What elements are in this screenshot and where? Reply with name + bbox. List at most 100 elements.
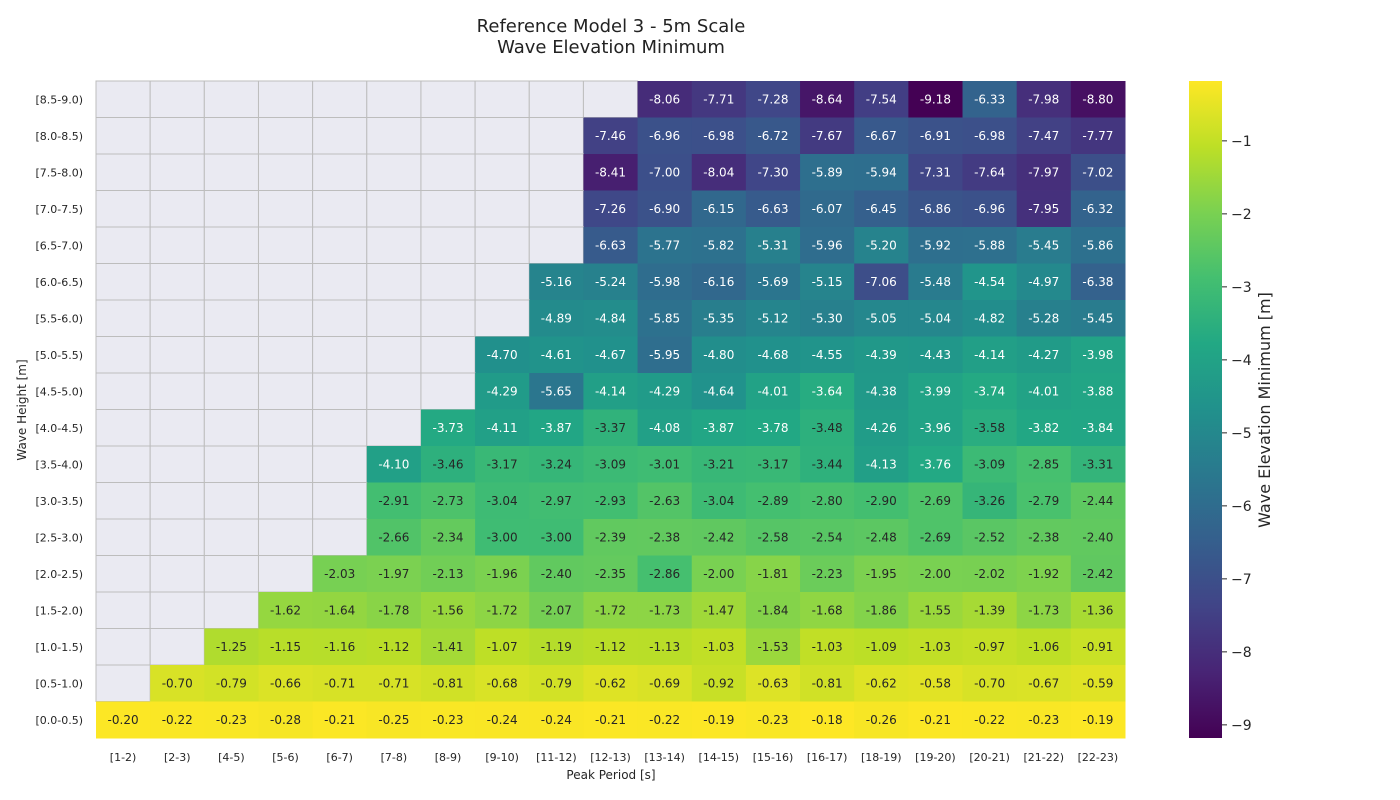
x-tick-label: [1-2) [110,751,137,764]
cell-value-label: -0.22 [162,713,193,727]
heatmap-cell-empty [420,263,476,301]
heatmap-cell-empty [312,409,368,447]
heatmap-cell-empty [149,153,205,191]
heatmap-cell [529,592,584,629]
heatmap-cell [691,409,747,447]
heatmap-cell [1016,555,1072,593]
heatmap-cell-empty [203,336,259,374]
heatmap-cell-empty [95,263,151,301]
cell-value-label: -2.91 [378,494,409,508]
cell-value-label: -5.69 [757,275,788,289]
cell-value-label: -1.72 [595,603,626,617]
cell-value-label: -5.92 [920,238,951,252]
cell-value-label: -7.71 [703,92,734,106]
heatmap-cell-empty [149,409,205,447]
cell-value-label: -3.73 [432,421,463,435]
heatmap-cell-empty [582,80,639,118]
cell-value-label: -8.06 [649,92,680,106]
cell-value-label: -3.64 [812,384,843,398]
heatmap-cell [962,336,1018,374]
cell-value-label: -1.12 [595,640,626,654]
heatmap-cell [529,409,584,447]
cell-value-label: -0.70 [974,676,1005,690]
heatmap-cell [800,665,855,702]
heatmap-cell [691,263,747,301]
cell-value-label: -0.23 [432,713,463,727]
cell-value-label: -1.72 [487,603,518,617]
heatmap-cell [529,300,584,337]
heatmap-cell [637,154,693,191]
heatmap-cell [854,154,909,191]
heatmap-cell [529,336,584,374]
y-tick-label: [4.0-4.5) [35,422,83,435]
cell-value-label: -3.48 [812,421,843,435]
cell-value-label: -3.04 [487,494,518,508]
heatmap-cell [745,628,801,666]
heatmap-cell-empty [203,482,259,520]
cell-value-label: -1.09 [866,640,897,654]
cell-value-label: -3.09 [595,457,626,471]
heatmap-cell-empty [312,372,368,410]
y-tick-label: [8.5-9.0) [35,93,83,106]
heatmap-cell [800,300,855,337]
heatmap-cell-empty [366,409,422,447]
heatmap-cell [366,446,422,483]
cell-value-label: -5.04 [920,311,951,325]
cell-value-label: -2.90 [866,494,897,508]
cell-value-label: -4.27 [1028,348,1059,362]
cell-value-label: -2.44 [1082,494,1113,508]
heatmap-cell [691,701,747,739]
cell-value-label: -0.81 [812,676,843,690]
heatmap-cell [583,701,639,739]
heatmap-cell [962,482,1018,520]
cell-value-label: -0.91 [1082,640,1113,654]
heatmap-cell [745,409,801,447]
heatmap-cell-empty [312,190,368,228]
heatmap-cell [691,519,747,556]
cell-value-label: -0.22 [974,713,1005,727]
heatmap-cell-empty [149,80,205,118]
cell-value-label: -3.82 [1028,421,1059,435]
heatmap-cell-empty [149,190,205,228]
cell-value-label: -0.26 [866,713,897,727]
heatmap-cell [800,592,855,629]
heatmap-cell [854,409,909,447]
heatmap-cell [854,446,909,483]
cell-value-label: -3.96 [920,421,951,435]
heatmap-cell-empty [312,153,368,191]
colorbar-tick-label: −9 [1231,718,1252,734]
heatmap-cell [908,227,964,264]
heatmap-cell [583,555,639,593]
cell-value-label: -5.45 [1028,238,1059,252]
heatmap-cell [745,81,801,118]
heatmap-cell [908,336,964,374]
cell-value-label: -8.04 [703,165,734,179]
heatmap-cell [1070,701,1126,739]
heatmap-cell [529,665,584,702]
cell-value-label: -4.43 [920,348,951,362]
cell-value-label: -0.63 [757,676,788,690]
heatmap-cell [366,628,422,666]
heatmap-cell-empty [203,226,259,264]
heatmap-cell [962,227,1018,264]
heatmap-cell-empty [203,153,259,191]
heatmap-cell [854,701,909,739]
heatmap-cell-empty [149,299,205,337]
heatmap-cell [529,519,584,556]
heatmap-cell [583,300,639,337]
cell-value-label: -2.42 [703,530,734,544]
cell-value-label: -6.98 [974,129,1005,143]
heatmap-cell [1070,373,1126,410]
heatmap-cell [1070,227,1126,264]
x-tick-label: [11-12) [536,751,577,764]
cell-value-label: -2.00 [920,567,951,581]
cell-value-label: -2.07 [541,603,572,617]
heatmap-cell-empty [366,80,422,118]
heatmap-cell [962,373,1018,410]
heatmap-cell-empty [420,336,476,374]
heatmap-cell-empty [257,153,314,191]
x-tick-label: [5-6) [272,751,299,764]
heatmap-cell [962,446,1018,483]
heatmap-cell [583,665,639,702]
heatmap-cell [529,482,584,520]
